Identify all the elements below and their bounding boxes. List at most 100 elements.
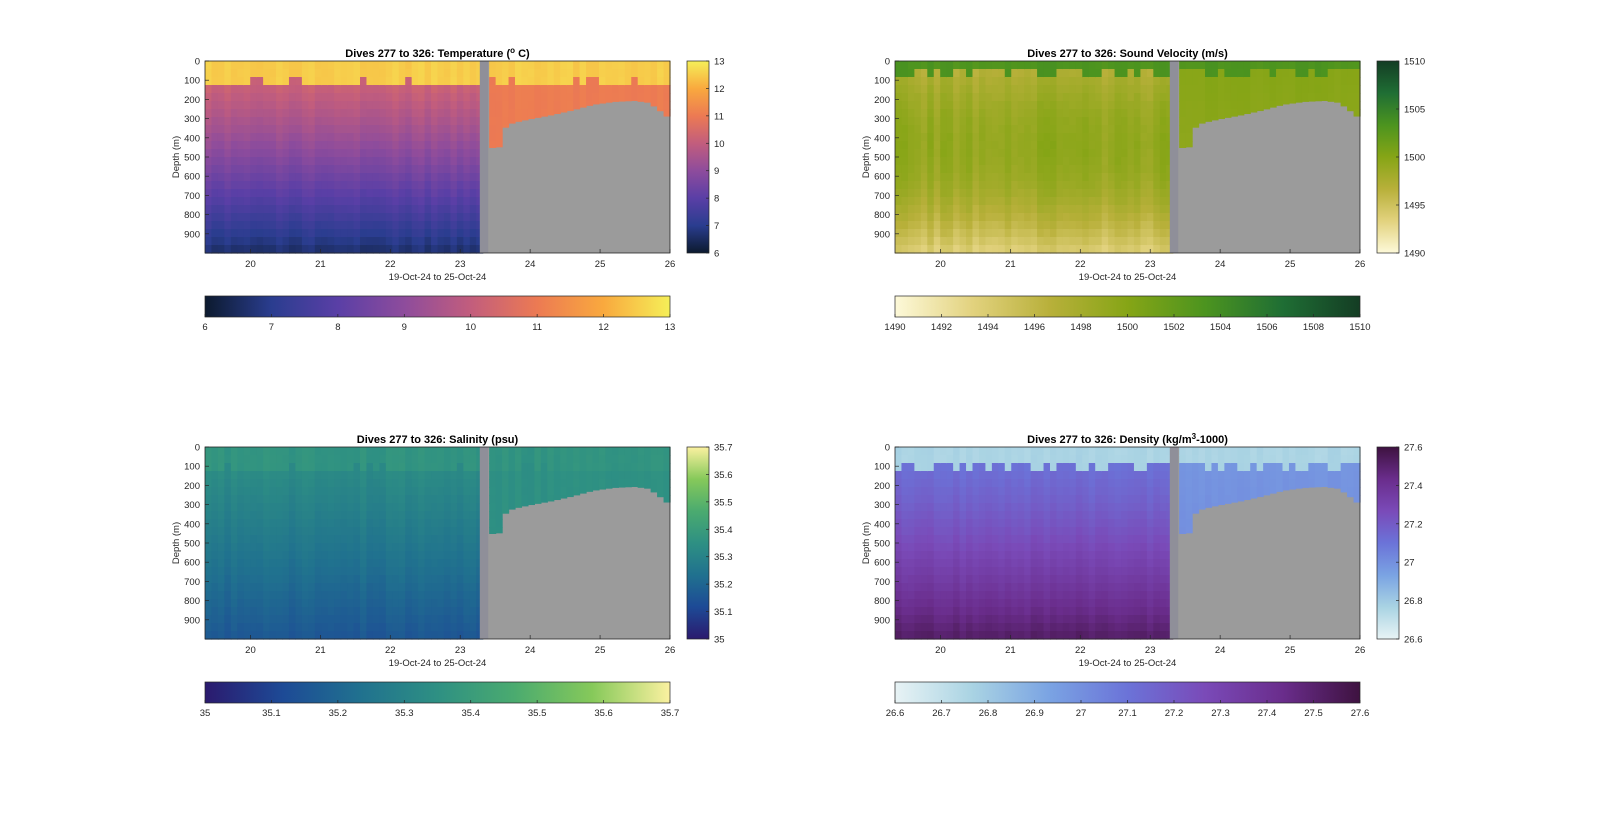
heatmap-cell	[347, 447, 355, 456]
heatmap-cell	[243, 575, 251, 584]
heatmap-cell	[637, 69, 645, 78]
heatmap-cell	[469, 599, 477, 608]
heatmap-cell	[1114, 463, 1122, 472]
heatmap-cell	[1095, 631, 1103, 640]
heatmap-cell	[360, 221, 368, 230]
heatmap-cell	[907, 117, 915, 126]
heatmap-cell	[914, 77, 922, 86]
heatmap-cell	[1024, 615, 1032, 624]
heatmap-cell	[1075, 487, 1083, 496]
heatmap-cell	[269, 559, 277, 568]
heatmap-cell	[1062, 237, 1070, 246]
heatmap-cell	[959, 567, 967, 576]
heatmap-cell	[372, 85, 380, 94]
heatmap-cell	[405, 615, 413, 624]
heatmap-cell	[301, 205, 309, 214]
colorbar-tick-label: 35.3	[714, 552, 733, 563]
heatmap-cell	[966, 615, 974, 624]
heatmap-cell	[946, 559, 954, 568]
heatmap-cell	[347, 173, 355, 182]
heatmap-cell	[205, 189, 213, 198]
heatmap-cell	[1108, 117, 1116, 126]
heatmap-cell	[998, 149, 1006, 158]
heatmap-cell	[1069, 85, 1077, 94]
heatmap-cell	[1153, 165, 1161, 174]
heatmap-cell	[985, 173, 993, 182]
heatmap-cell	[308, 455, 316, 464]
heatmap-cell	[1108, 109, 1116, 118]
heatmap-cell	[1004, 447, 1012, 456]
heatmap-cell	[250, 511, 258, 520]
heatmap-cell	[217, 447, 225, 456]
heatmap-cell	[276, 575, 284, 584]
heatmap-cell	[476, 61, 484, 70]
heatmap-cell	[385, 503, 393, 512]
heatmap-cell	[237, 237, 245, 246]
heatmap-cell	[1198, 61, 1206, 70]
heatmap-cell	[940, 615, 948, 624]
heatmap-cell	[933, 165, 941, 174]
heatmap-cell	[991, 599, 999, 608]
heatmap-cell	[1062, 221, 1070, 230]
heatmap-cell	[1088, 85, 1096, 94]
heatmap-cell	[256, 591, 264, 600]
heatmap-cell	[1159, 197, 1167, 206]
heatmap-cell	[1011, 487, 1019, 496]
heatmap-cell	[288, 543, 297, 552]
heatmap-cell	[1153, 479, 1161, 488]
heatmap-cell	[624, 463, 632, 472]
heatmap-cell	[411, 125, 419, 134]
heatmap-cell	[1146, 173, 1154, 182]
heatmap-cell	[985, 77, 993, 86]
heatmap-cell	[946, 535, 954, 544]
heatmap-cell	[314, 125, 322, 134]
heatmap-cell	[205, 599, 213, 608]
heatmap-cell	[366, 615, 374, 624]
heatmap-cell	[314, 519, 322, 528]
heatmap-cell	[663, 463, 671, 472]
heatmap-cell	[437, 583, 445, 592]
heatmap-cell	[1024, 85, 1032, 94]
heatmap-cell	[411, 149, 419, 158]
heatmap-cell	[1101, 93, 1109, 102]
heatmap-cell	[1095, 479, 1103, 488]
heatmap-cell	[321, 85, 329, 94]
heatmap-cell	[914, 221, 922, 230]
heatmap-cell	[1095, 455, 1103, 464]
x-tick-label: 24	[525, 645, 536, 656]
heatmap-cell	[230, 237, 238, 246]
heatmap-cell	[1095, 607, 1103, 616]
heatmap-cell	[385, 479, 393, 488]
heatmap-cell	[920, 165, 928, 174]
heatmap-cell	[405, 471, 413, 480]
heatmap-cell	[953, 615, 961, 624]
heatmap-cell	[288, 495, 297, 504]
heatmap-cell	[211, 599, 219, 608]
heatmap-cell	[392, 631, 400, 640]
heatmap-cell	[978, 181, 987, 190]
heatmap-cell	[450, 221, 458, 230]
heatmap-cell	[1095, 85, 1103, 94]
heatmap-cell	[347, 479, 355, 488]
heatmap-cell	[269, 165, 277, 174]
heatmap-cell	[540, 93, 548, 102]
heatmap-cell	[476, 197, 484, 206]
heatmap-cell	[515, 495, 523, 504]
heatmap-cell	[547, 69, 555, 78]
heatmap-cell	[927, 495, 935, 504]
heatmap-cell	[340, 221, 348, 230]
heatmap-cell	[940, 61, 948, 70]
heatmap-cell	[276, 543, 284, 552]
heatmap-cell	[920, 141, 928, 150]
heatmap-cell	[1056, 503, 1064, 512]
heatmap-cell	[379, 471, 387, 480]
heatmap-cell	[1101, 455, 1109, 464]
heatmap-cell	[534, 69, 542, 78]
heatmap-cell	[230, 173, 238, 182]
heatmap-cell	[211, 173, 219, 182]
heatmap-cell	[1037, 85, 1045, 94]
heatmap-cell	[953, 559, 961, 568]
heatmap-cell	[1024, 623, 1032, 632]
heatmap-cell	[1050, 93, 1058, 102]
colorbar-tick-label: 10	[465, 322, 476, 333]
